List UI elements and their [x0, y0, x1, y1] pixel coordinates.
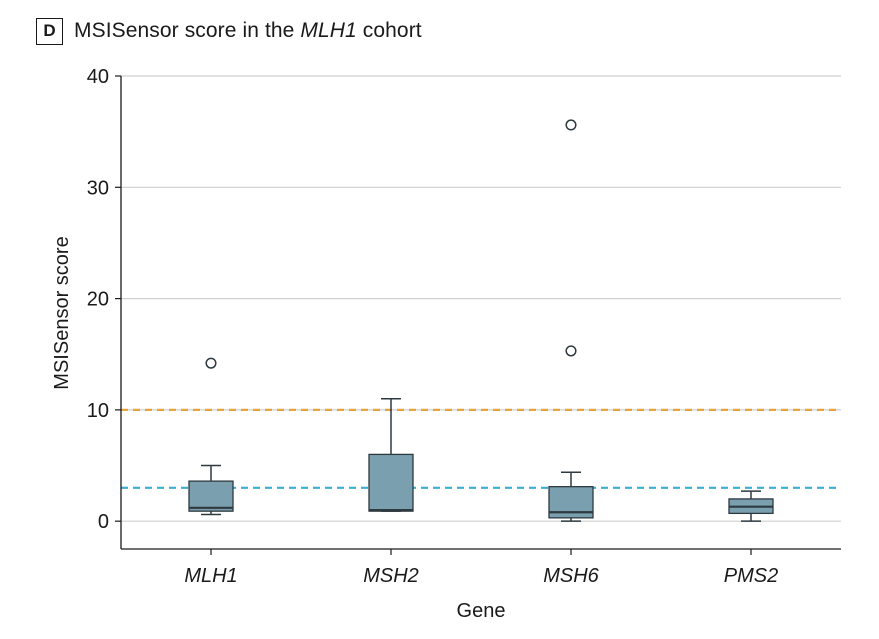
outlier-point [565, 119, 577, 131]
boxes [188, 119, 774, 522]
y-tick-label-40: 40 [87, 66, 109, 88]
chart-title: MSISensor score in the MLH1 cohort [74, 19, 422, 43]
box-PMS2 [728, 490, 774, 522]
reference-lines [121, 408, 841, 489]
box-MSH6 [548, 119, 594, 522]
x-tick-label-MLH1: MLH1 [184, 565, 237, 587]
y-tick-label-30: 30 [87, 177, 109, 199]
x-tick-label-MSH2: MSH2 [363, 565, 419, 587]
box-iqr [368, 453, 414, 512]
outlier-point [565, 345, 577, 357]
chart-title-gene: MLH1 [300, 19, 357, 42]
panel-letter: D [36, 17, 63, 45]
gridlines [121, 75, 841, 522]
axes: 0 10 20 30 40 MLH1 MSH2 MSH6 PMS2 [87, 66, 841, 587]
chart-title-suffix: cohort [356, 19, 422, 42]
y-tick-label-10: 10 [87, 400, 109, 422]
y-tick-label-0: 0 [98, 511, 109, 533]
box-MSH2 [368, 398, 414, 512]
x-axis-label: Gene [457, 600, 506, 622]
y-tick-label-20: 20 [87, 289, 109, 311]
chart-title-prefix: MSISensor score in the [74, 19, 301, 42]
box-MLH1 [188, 357, 234, 516]
x-tick-label-MSH6: MSH6 [543, 565, 599, 587]
outlier-point [205, 357, 217, 369]
box-iqr [188, 480, 234, 512]
x-tick-label-PMS2: PMS2 [724, 565, 778, 587]
y-axis-label: MSISensor score [51, 236, 73, 389]
panel-header: D MSISensor score in the MLH1 cohort [36, 16, 422, 46]
